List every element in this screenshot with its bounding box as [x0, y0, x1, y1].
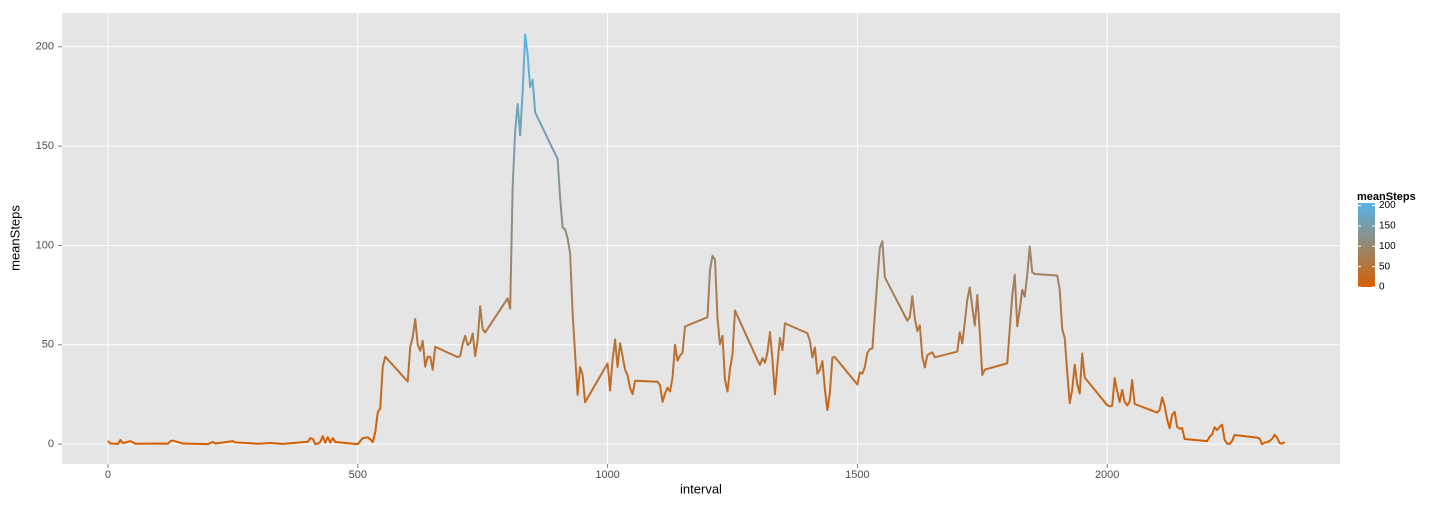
legend-label: 100 [1379, 241, 1396, 252]
x-tick-label: 1000 [595, 469, 619, 481]
x-axis-title: interval [680, 481, 722, 496]
data-line [107, 33, 1286, 446]
legend-label: 50 [1379, 261, 1391, 272]
colorbar [1358, 203, 1375, 287]
y-tick-label: 200 [36, 41, 54, 53]
legend-label: 150 [1379, 221, 1396, 232]
y-axis-title: meanSteps [7, 205, 22, 271]
y-tick-label: 0 [48, 438, 54, 450]
y-tick-label: 50 [42, 339, 54, 351]
y-tick-label: 100 [36, 239, 54, 251]
x-tick-label: 2000 [1095, 469, 1119, 481]
panel [62, 13, 1340, 464]
legend-title: meanSteps [1357, 191, 1416, 203]
x-tick-label: 500 [349, 469, 367, 481]
legend-label: 200 [1379, 200, 1396, 211]
legend-label: 0 [1379, 282, 1385, 293]
y-tick-label: 150 [36, 140, 54, 152]
x-tick-label: 1500 [845, 469, 869, 481]
x-tick-label: 0 [105, 469, 111, 481]
